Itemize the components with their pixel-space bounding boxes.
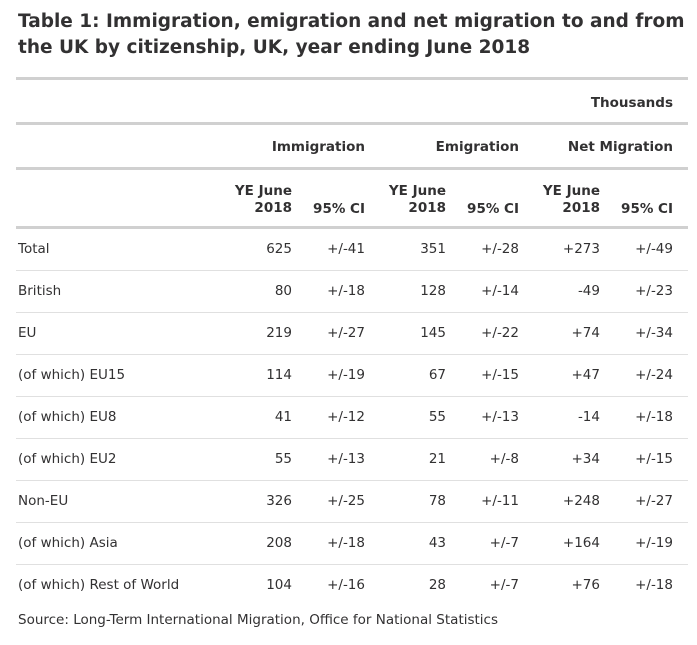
immigration-value: 114 <box>266 367 292 383</box>
row-label: Non-EU <box>18 493 69 509</box>
net-value: +74 <box>571 325 601 341</box>
net-ci: +/-15 <box>635 451 673 467</box>
net-ci: +/-18 <box>635 409 673 425</box>
row-label: (of which) EU8 <box>18 409 117 425</box>
immigration-value: 219 <box>266 325 292 341</box>
table-row: Non-EU 326 +/-25 78 +/-11 +248 +/-27 <box>16 481 688 523</box>
net-ci-header: 95% CI <box>621 201 673 217</box>
immigration-ci-header: 95% CI <box>313 201 365 217</box>
emigration-ci: +/-28 <box>481 241 519 257</box>
immigration-value: 80 <box>274 283 292 299</box>
table-row: EU 219 +/-27 145 +/-22 +74 +/-34 <box>16 313 688 355</box>
row-label: (of which) Asia <box>18 535 118 551</box>
row-label: British <box>18 283 62 299</box>
net-ci: +/-34 <box>635 325 673 341</box>
net-ci: +/-24 <box>635 367 673 383</box>
net-ye-header: YE June 2018 <box>542 183 600 216</box>
units-rule <box>16 122 688 125</box>
row-label: Total <box>18 241 50 257</box>
group-header-net-migration: Net Migration <box>567 139 673 155</box>
group-header-immigration: Immigration <box>271 139 365 155</box>
row-label: (of which) Rest of World <box>18 577 180 593</box>
header-rule <box>16 226 688 229</box>
emigration-value: 145 <box>420 325 446 341</box>
net-ci: +/-23 <box>635 283 673 299</box>
immigration-ci: +/-27 <box>327 325 365 341</box>
immigration-ci: +/-41 <box>327 241 365 257</box>
immigration-ci: +/-19 <box>327 367 365 383</box>
net-value: +248 <box>562 493 600 509</box>
emigration-ci: +/-11 <box>481 493 519 509</box>
immigration-ci: +/-13 <box>327 451 365 467</box>
net-value: +164 <box>562 535 600 551</box>
emigration-ci: +/-8 <box>489 451 519 467</box>
table-row: (of which) EU2 55 +/-13 21 +/-8 +34 +/-1… <box>16 439 688 481</box>
net-value: +273 <box>562 241 600 257</box>
emigration-value: 78 <box>428 493 446 509</box>
emigration-ci-header: 95% CI <box>467 201 519 217</box>
top-rule <box>16 77 688 80</box>
emigration-value: 43 <box>428 535 446 551</box>
table-row: (of which) Rest of World 104 +/-16 28 +/… <box>16 565 688 606</box>
table-body: Total 625 +/-41 351 +/-28 +273 +/-49 Bri… <box>16 229 688 606</box>
row-label: EU <box>18 325 37 341</box>
immigration-ci: +/-16 <box>327 577 365 593</box>
net-value: -14 <box>577 409 600 425</box>
emigration-ci: +/-14 <box>481 283 519 299</box>
table-row: Total 625 +/-41 351 +/-28 +273 +/-49 <box>16 229 688 271</box>
net-value: +47 <box>571 367 601 383</box>
emigration-ci: +/-22 <box>481 325 519 341</box>
net-ci: +/-18 <box>635 577 673 593</box>
sub-header-row: YE June 2018 95% CI YE June 2018 95% CI YE… <box>16 170 688 226</box>
immigration-ci: +/-18 <box>327 535 365 551</box>
net-value: -49 <box>577 283 600 299</box>
group-header-emigration: Emigration <box>435 139 519 155</box>
emigration-ci: +/-15 <box>481 367 519 383</box>
units-label: Thousands <box>590 95 673 111</box>
migration-table: Thousands Immigration Emigration Net Mig… <box>16 77 688 606</box>
net-ci: +/-49 <box>635 241 673 257</box>
emigration-value: 351 <box>420 241 446 257</box>
group-header-row: Immigration Emigration Net Migration <box>16 125 688 167</box>
emigration-value: 55 <box>428 409 446 425</box>
group-rule <box>16 167 688 170</box>
table-title: Table 1: Immigration, emigration and net… <box>18 11 685 58</box>
emigration-ci: +/-13 <box>481 409 519 425</box>
net-ci: +/-19 <box>635 535 673 551</box>
row-label: (of which) EU2 <box>18 451 117 467</box>
immigration-ye-header: YE June 2018 <box>234 183 292 216</box>
emigration-value: 28 <box>428 577 446 593</box>
immigration-ci: +/-18 <box>327 283 365 299</box>
immigration-value: 104 <box>266 577 292 593</box>
table-row: (of which) Asia 208 +/-18 43 +/-7 +164 +… <box>16 523 688 565</box>
net-value: +76 <box>571 577 601 593</box>
source-note: Source: Long-Term International Migratio… <box>18 612 499 628</box>
emigration-value: 67 <box>428 367 446 383</box>
emigration-ci: +/-7 <box>489 577 519 593</box>
net-ci: +/-27 <box>635 493 673 509</box>
immigration-value: 55 <box>274 451 292 467</box>
immigration-value: 41 <box>274 409 292 425</box>
immigration-value: 208 <box>266 535 292 551</box>
immigration-ci: +/-12 <box>327 409 365 425</box>
emigration-value: 21 <box>428 451 446 467</box>
emigration-ci: +/-7 <box>489 535 519 551</box>
table-row: (of which) EU8 41 +/-12 55 +/-13 -14 +/-… <box>16 397 688 439</box>
table-row: British 80 +/-18 128 +/-14 -49 +/-23 <box>16 271 688 313</box>
row-label: (of which) EU15 <box>18 367 126 383</box>
emigration-value: 128 <box>420 283 446 299</box>
immigration-value: 625 <box>266 241 292 257</box>
immigration-ci: +/-25 <box>327 493 365 509</box>
net-value: +34 <box>571 451 601 467</box>
emigration-ye-header: YE June 2018 <box>388 183 446 216</box>
immigration-value: 326 <box>266 493 292 509</box>
units-row: Thousands <box>16 80 688 122</box>
table-row: (of which) EU15 114 +/-19 67 +/-15 +47 +… <box>16 355 688 397</box>
